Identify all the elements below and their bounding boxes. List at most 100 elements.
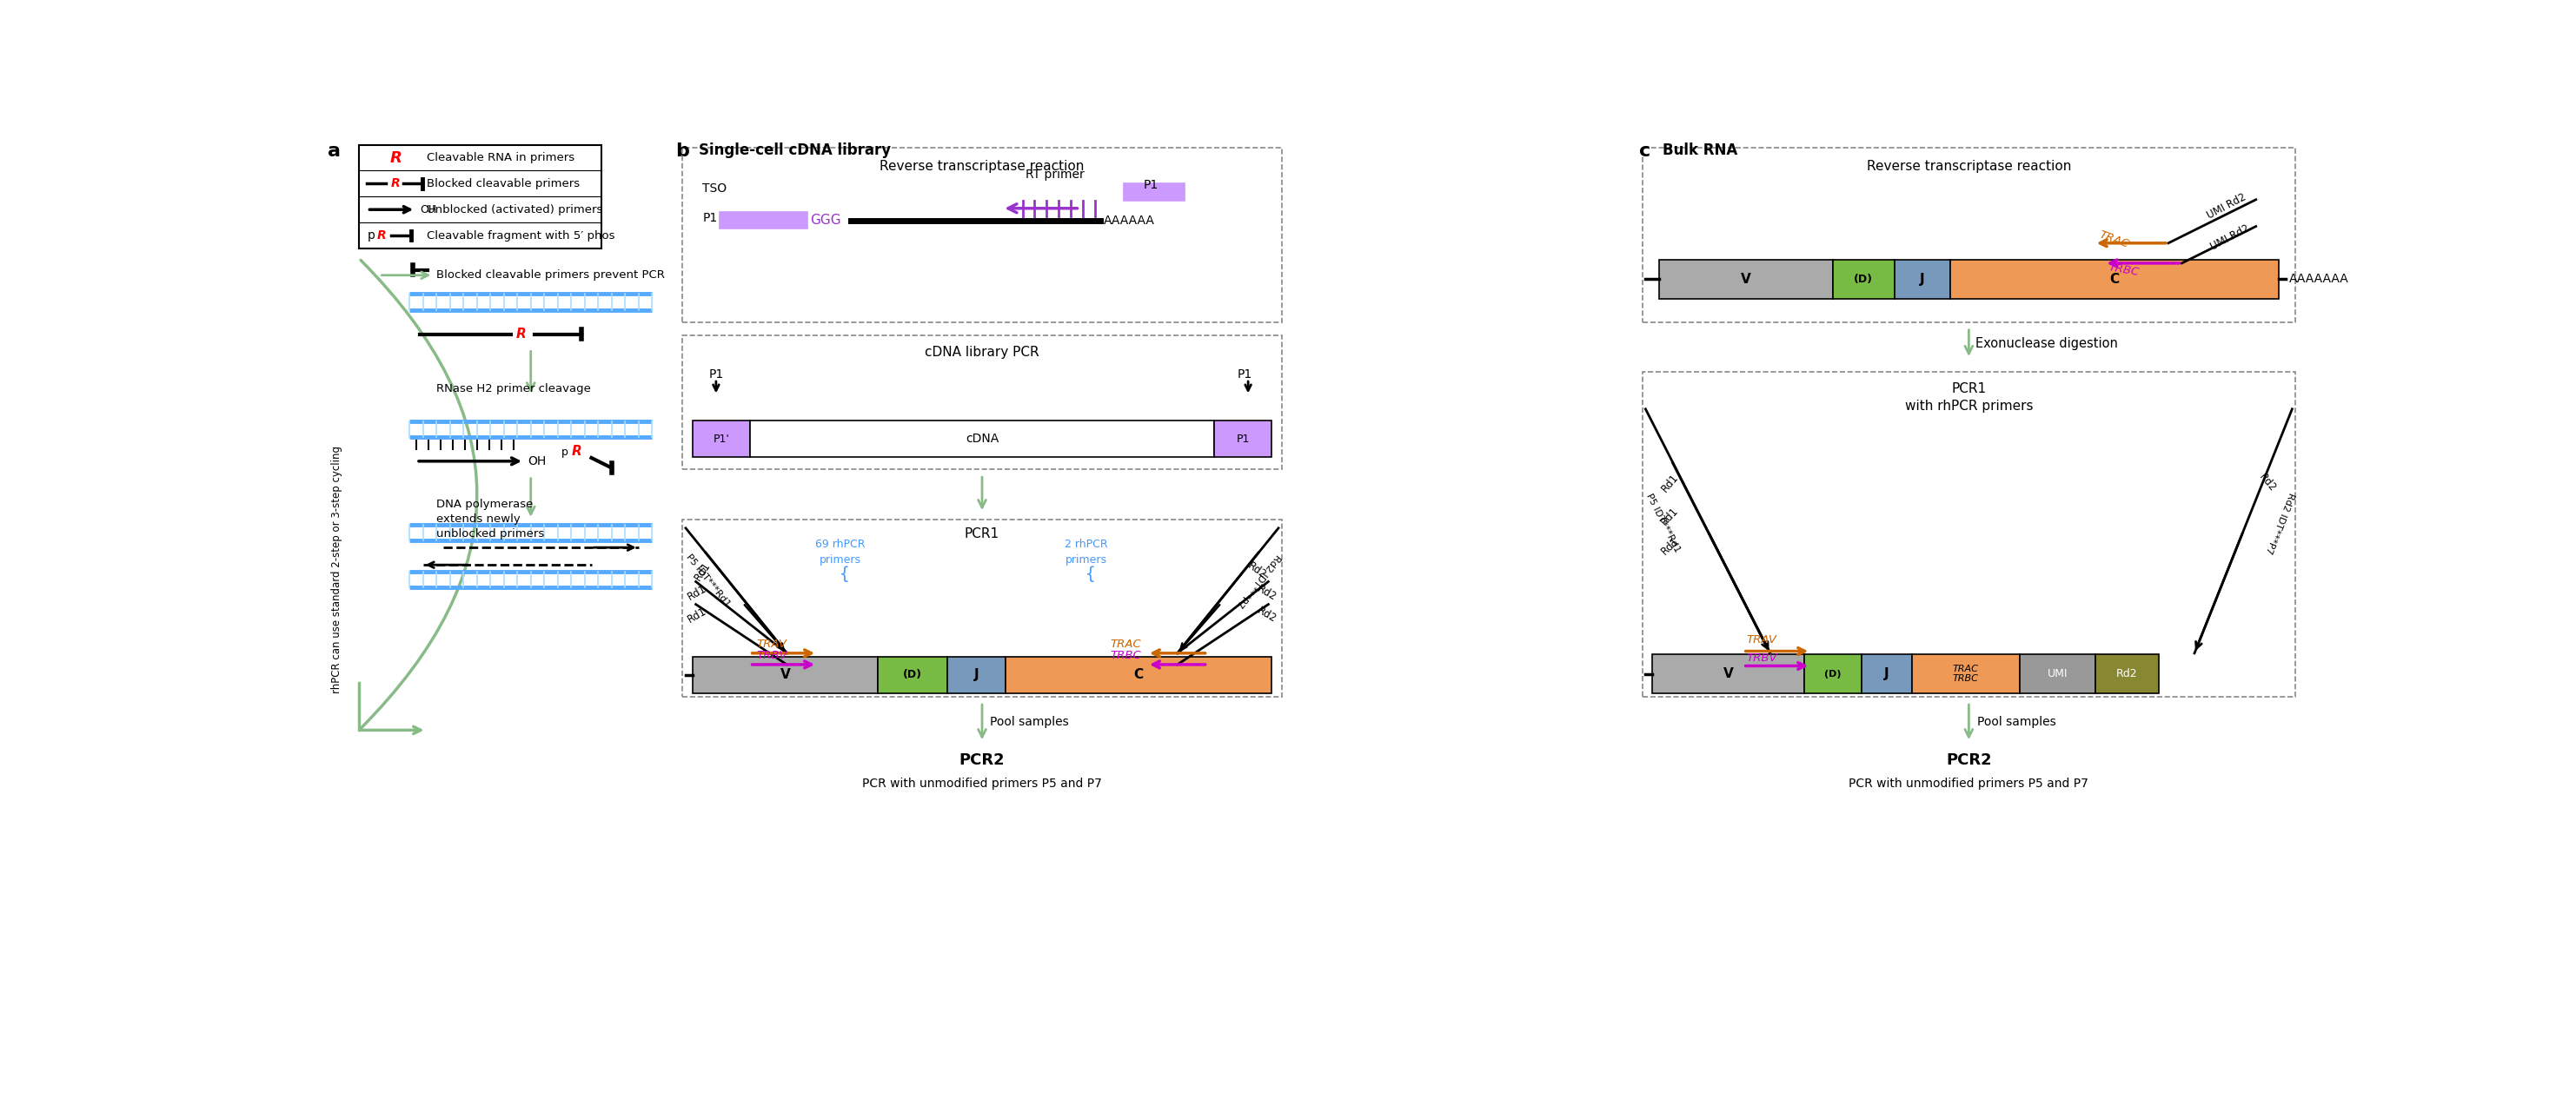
Bar (1832, 260, 1893, 299)
Text: }: } (1082, 565, 1092, 581)
Text: Pool samples: Pool samples (1976, 716, 2056, 728)
Text: Unblocked (activated) primers: Unblocked (activated) primers (428, 204, 603, 216)
Bar (1803, 655, 1862, 693)
Text: Bulk RNA: Bulk RNA (1662, 143, 1736, 158)
Text: R: R (389, 150, 402, 166)
Text: rhPCR can use standard 2-step or 3-step cycling: rhPCR can use standard 2-step or 3-step … (332, 446, 343, 693)
Text: AAAAAA: AAAAAA (1103, 215, 1154, 227)
Bar (1659, 260, 1832, 299)
Text: TRBC: TRBC (2107, 262, 2141, 278)
Text: C: C (1133, 668, 1144, 681)
Bar (693, 657, 878, 693)
Text: J: J (1883, 667, 1888, 680)
Text: TRBV: TRBV (1747, 653, 1777, 664)
Text: DNA polymerase
extends newly
unblocked primers: DNA polymerase extends newly unblocked p… (435, 499, 544, 540)
Text: TRBV: TRBV (757, 650, 788, 661)
Text: (D): (D) (904, 669, 922, 680)
Text: PCR1
with rhPCR primers: PCR1 with rhPCR primers (1904, 383, 2032, 413)
Bar (1911, 655, 2020, 693)
Bar (2094, 655, 2159, 693)
Text: P1': P1' (714, 434, 729, 445)
Text: b: b (675, 143, 690, 160)
Text: Blocked cleavable primers prevent PCR: Blocked cleavable primers prevent PCR (435, 270, 665, 281)
Text: TRBC: TRBC (1110, 650, 1141, 661)
Bar (1893, 260, 1950, 299)
Bar (1651, 655, 1803, 693)
Text: Rd2: Rd2 (2257, 471, 2280, 494)
Text: c: c (1638, 143, 1651, 160)
Text: OH: OH (528, 455, 546, 467)
Bar (878, 657, 948, 693)
Text: Exonuclease digestion: Exonuclease digestion (1976, 337, 2117, 349)
Text: P1: P1 (703, 212, 719, 225)
Text: PCR with unmodified primers P5 and P7: PCR with unmodified primers P5 and P7 (1850, 778, 2089, 790)
Text: Rd1: Rd1 (1659, 471, 1680, 494)
Text: TRAC: TRAC (1110, 639, 1141, 650)
Text: (D): (D) (1824, 669, 1842, 678)
Text: R: R (572, 445, 582, 458)
Text: cDNA: cDNA (966, 432, 999, 445)
Text: 69 rhPCR: 69 rhPCR (817, 539, 866, 550)
Text: }: } (835, 565, 845, 581)
Text: Rd2: Rd2 (1255, 605, 1278, 625)
Text: P1: P1 (1144, 179, 1159, 191)
Text: J: J (1919, 273, 1924, 285)
Text: p: p (368, 229, 376, 241)
Text: UMI Rd2: UMI Rd2 (2208, 222, 2251, 252)
Text: Blocked cleavable primers: Blocked cleavable primers (428, 178, 580, 189)
Text: V: V (1741, 273, 1752, 285)
Bar (948, 657, 1005, 693)
Text: Cleavable RNA in primers: Cleavable RNA in primers (428, 153, 574, 164)
Bar (1005, 657, 1273, 693)
Text: AAAAAAA: AAAAAAA (2287, 273, 2349, 285)
Text: primers: primers (819, 554, 860, 565)
Bar (683, 335, 1283, 469)
Text: p: p (562, 447, 567, 458)
Text: PCR1: PCR1 (963, 528, 999, 541)
Text: Rd2 IDT***P7: Rd2 IDT***P7 (2264, 491, 2295, 555)
Text: Reverse transcriptase reaction: Reverse transcriptase reaction (881, 160, 1084, 174)
Text: P1: P1 (1236, 434, 1249, 445)
Text: PCR2: PCR2 (958, 752, 1005, 768)
Text: TRAC
TRBC: TRAC TRBC (1953, 665, 1978, 684)
Text: P5 IDT***Rd1: P5 IDT***Rd1 (1643, 492, 1682, 554)
Text: a: a (327, 143, 340, 160)
Text: Single-cell cDNA library: Single-cell cDNA library (698, 143, 891, 158)
Bar (1213, 420, 1273, 457)
Text: Rd1: Rd1 (1659, 504, 1682, 528)
Bar (2020, 655, 2094, 693)
Bar (1123, 184, 1185, 200)
Text: GGG: GGG (811, 213, 842, 227)
Bar (750, 420, 1213, 457)
Text: UMI Rd2: UMI Rd2 (2205, 191, 2249, 221)
Text: primers: primers (1066, 554, 1108, 565)
Text: Cleavable fragment with 5′ phos: Cleavable fragment with 5′ phos (428, 230, 616, 241)
Text: OH: OH (420, 204, 435, 216)
Text: P1: P1 (1236, 368, 1252, 380)
Text: (D): (D) (1855, 273, 1873, 285)
Text: Reverse transcriptase reaction: Reverse transcriptase reaction (1868, 160, 2071, 174)
Text: Rd1: Rd1 (685, 605, 708, 625)
Text: 2 rhPCR: 2 rhPCR (1064, 539, 1108, 550)
Text: R: R (392, 178, 399, 190)
Text: R: R (515, 327, 526, 341)
Text: TRAV: TRAV (757, 639, 786, 650)
Text: TRAC: TRAC (2097, 229, 2130, 250)
Text: Rd1: Rd1 (685, 583, 708, 603)
Bar (1641, 148, 2295, 322)
Text: TRAV: TRAV (1747, 634, 1777, 646)
Bar (1950, 260, 2280, 299)
Text: V: V (781, 668, 791, 681)
Text: P5 IDT***Rd1: P5 IDT***Rd1 (685, 553, 732, 608)
Text: RNase H2 primer cleavage: RNase H2 primer cleavage (435, 384, 590, 395)
Text: Pool samples: Pool samples (989, 716, 1069, 728)
Text: TSO: TSO (703, 182, 726, 195)
Bar (683, 520, 1283, 697)
Text: Rd2 IDT***P7: Rd2 IDT***P7 (1234, 553, 1283, 608)
Text: C: C (2110, 273, 2120, 285)
Text: PCR with unmodified primers P5 and P7: PCR with unmodified primers P5 and P7 (863, 778, 1103, 790)
Text: PCR2: PCR2 (1945, 752, 1991, 768)
Bar (719, 211, 806, 228)
Bar (1641, 373, 2295, 697)
FancyArrowPatch shape (361, 260, 477, 729)
